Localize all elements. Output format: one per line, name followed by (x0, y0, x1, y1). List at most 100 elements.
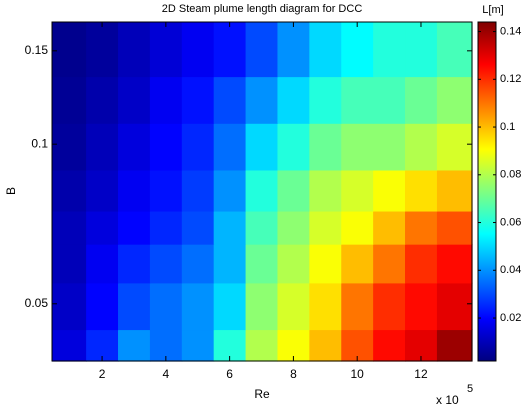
heat-cell (213, 169, 247, 212)
heat-cell (118, 123, 151, 171)
heat-cell (277, 210, 310, 245)
plot-frame (51, 21, 473, 362)
heat-cell (86, 22, 119, 78)
heat-cell (181, 210, 215, 245)
heat-cell (277, 282, 310, 331)
heat-cell (309, 22, 342, 78)
heat-cell (181, 169, 215, 212)
x-tick-label: 10 (351, 367, 365, 381)
heat-cell (181, 123, 215, 171)
heat-cell (52, 210, 87, 245)
heat-cell (309, 329, 342, 362)
heat-cell (341, 282, 374, 331)
heat-cell (118, 22, 151, 78)
colorbar-label: L[m] (482, 4, 503, 16)
heat-cell (405, 210, 438, 245)
heat-cell (52, 244, 87, 284)
heat-cell (118, 244, 151, 284)
heat-cell (277, 76, 310, 124)
heat-cell (436, 282, 473, 331)
heat-cell (309, 244, 342, 284)
heat-cell (52, 282, 87, 331)
heat-cell (436, 76, 473, 124)
colorbar-tick-label: 0.02 (500, 312, 521, 324)
heat-cell (405, 76, 438, 124)
heat-cell (341, 169, 374, 212)
y-tick-label: 0.15 (25, 43, 49, 57)
y-tick-label: 0.05 (25, 296, 49, 310)
heat-cell (181, 76, 215, 124)
colorbar-tick-label: 0.06 (500, 216, 521, 228)
chart-title: 2D Steam plume length diagram for DCC (162, 3, 363, 15)
heat-cell (52, 329, 87, 362)
heat-cell (277, 244, 310, 284)
heat-cell (213, 22, 247, 78)
heat-cell (52, 123, 87, 171)
y-axis-label: B (4, 187, 18, 195)
heat-cell (245, 123, 279, 171)
x-tick-label: 4 (163, 367, 170, 381)
heat-cell (213, 282, 247, 331)
heat-cell (149, 244, 183, 284)
heat-cell (341, 22, 374, 78)
heat-cell (436, 22, 473, 78)
y-tick-label: 0.1 (31, 136, 48, 150)
heat-cell (436, 169, 473, 212)
heat-cell (245, 329, 279, 362)
colorbar (477, 21, 497, 362)
heat-cell (436, 329, 473, 362)
heat-cell (277, 123, 310, 171)
heat-cell (436, 244, 473, 284)
heat-cell (309, 282, 342, 331)
heat-cell (373, 169, 406, 212)
heat-cell (118, 329, 151, 362)
colorbar-tick-label: 0.14 (500, 25, 521, 37)
heat-cell (213, 210, 247, 245)
heat-cell (436, 123, 473, 171)
heat-cell (181, 282, 215, 331)
heat-cell (373, 244, 406, 284)
heat-cell (86, 210, 119, 245)
heat-cell (277, 22, 310, 78)
x-tick-label: 8 (290, 367, 297, 381)
heat-cell (405, 22, 438, 78)
heat-cell (245, 282, 279, 331)
heat-cell (245, 169, 279, 212)
heat-cell (309, 76, 342, 124)
x-tick-label: 6 (226, 367, 233, 381)
colorbar-tick-label: 0.1 (500, 121, 515, 133)
heat-cell (181, 22, 215, 78)
heat-cell (213, 76, 247, 124)
heat-cell (405, 244, 438, 284)
heat-cell (118, 76, 151, 124)
colorbar-tick-label: 0.08 (500, 169, 521, 181)
heat-cell (86, 169, 119, 212)
heat-cell (52, 76, 87, 124)
heat-cell (149, 22, 183, 78)
colorbar-tick-label: 0.04 (500, 264, 521, 276)
heat-cell (86, 244, 119, 284)
heat-cell (52, 169, 87, 212)
x-axis-label: Re (254, 387, 270, 401)
x-multiplier: x 10 (436, 393, 459, 407)
heat-cell (149, 123, 183, 171)
heat-cell (52, 22, 87, 78)
heat-cell (436, 210, 473, 245)
heat-cell (86, 282, 119, 331)
heat-cell (309, 169, 342, 212)
x-tick-label: 12 (414, 367, 428, 381)
heat-cell (86, 76, 119, 124)
heat-cell (149, 282, 183, 331)
heat-cell (181, 329, 215, 362)
heat-cell (118, 169, 151, 212)
heat-cell (245, 244, 279, 284)
heat-cell (341, 76, 374, 124)
heat-cell (405, 169, 438, 212)
heat-cell (245, 210, 279, 245)
heat-cell (86, 123, 119, 171)
heat-cell (341, 244, 374, 284)
heat-cell (149, 210, 183, 245)
heat-cell (118, 282, 151, 331)
heat-cell (341, 210, 374, 245)
heat-cell (181, 244, 215, 284)
